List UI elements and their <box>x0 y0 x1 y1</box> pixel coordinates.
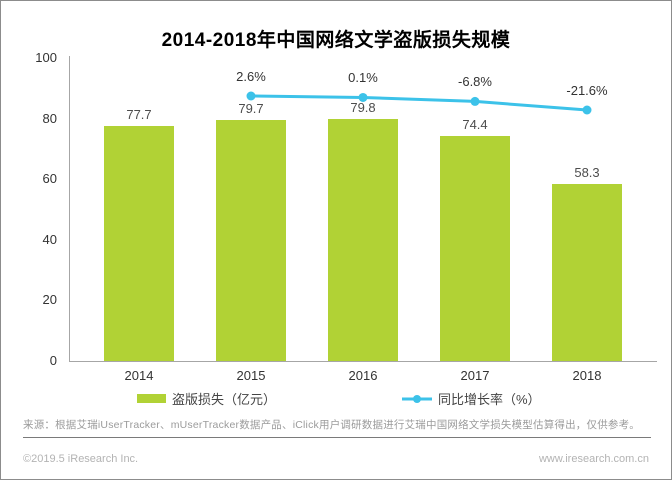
bar-2016 <box>328 119 398 361</box>
x-axis-tick: 2014 <box>124 368 154 383</box>
copyright-text: ©2019.5 iResearch Inc. <box>23 453 139 465</box>
y-axis-tick: 40 <box>42 231 57 247</box>
y-axis-tick: 100 <box>35 50 57 65</box>
x-axis-tick: 2017 <box>460 368 490 383</box>
bar-2015 <box>216 119 286 361</box>
growth-rate-label: -6.8% <box>458 74 492 90</box>
chart-title: 2014-2018年中国网络文学盗版损失规模 <box>161 30 511 51</box>
growth-line-point <box>582 105 592 115</box>
legend-bar-label: 盗版损失（亿元） <box>172 392 277 407</box>
bar-2017 <box>440 135 510 361</box>
bar-value-label: 77.7 <box>126 106 152 122</box>
growth-rate-label: 0.1% <box>348 70 378 86</box>
x-axis-tick: 2015 <box>236 368 266 383</box>
y-axis-tick: 20 <box>42 292 57 308</box>
legend-line-label: 同比增长率（%） <box>438 392 541 407</box>
y-axis-line <box>69 56 70 362</box>
footer-divider <box>23 437 651 438</box>
growth-line-point <box>246 91 256 101</box>
x-axis-line <box>69 361 657 362</box>
bar-legend-swatch-icon <box>137 394 166 403</box>
y-axis-tick: 0 <box>49 353 57 368</box>
bar-2014 <box>104 125 174 361</box>
bar-value-label: 79.7 <box>238 100 264 116</box>
y-axis-tick: 80 <box>42 110 57 126</box>
bar-value-label: 79.8 <box>350 100 376 116</box>
x-axis-tick: 2016 <box>348 368 378 383</box>
bar-value-label: 58.3 <box>574 165 600 181</box>
line-legend-icon <box>402 394 432 403</box>
growth-rate-label: -21.6% <box>566 82 608 98</box>
growth-rate-label: 2.6% <box>236 68 266 84</box>
bar-value-label: 74.4 <box>462 116 488 132</box>
bar-2018 <box>552 184 622 361</box>
y-axis-tick: 60 <box>42 171 57 187</box>
legend-piracy-loss: 盗版损失（亿元） <box>137 389 276 408</box>
legend-growth-rate: 同比增长率（%） <box>401 389 541 408</box>
source-note: 来源：根据艾瑞iUserTracker、mUserTracker数据产品、iCl… <box>23 419 640 431</box>
website-text: www.iresearch.com.cn <box>538 453 649 465</box>
growth-line-point <box>470 96 480 106</box>
growth-line <box>250 94 588 112</box>
x-axis-tick: 2018 <box>572 368 602 383</box>
